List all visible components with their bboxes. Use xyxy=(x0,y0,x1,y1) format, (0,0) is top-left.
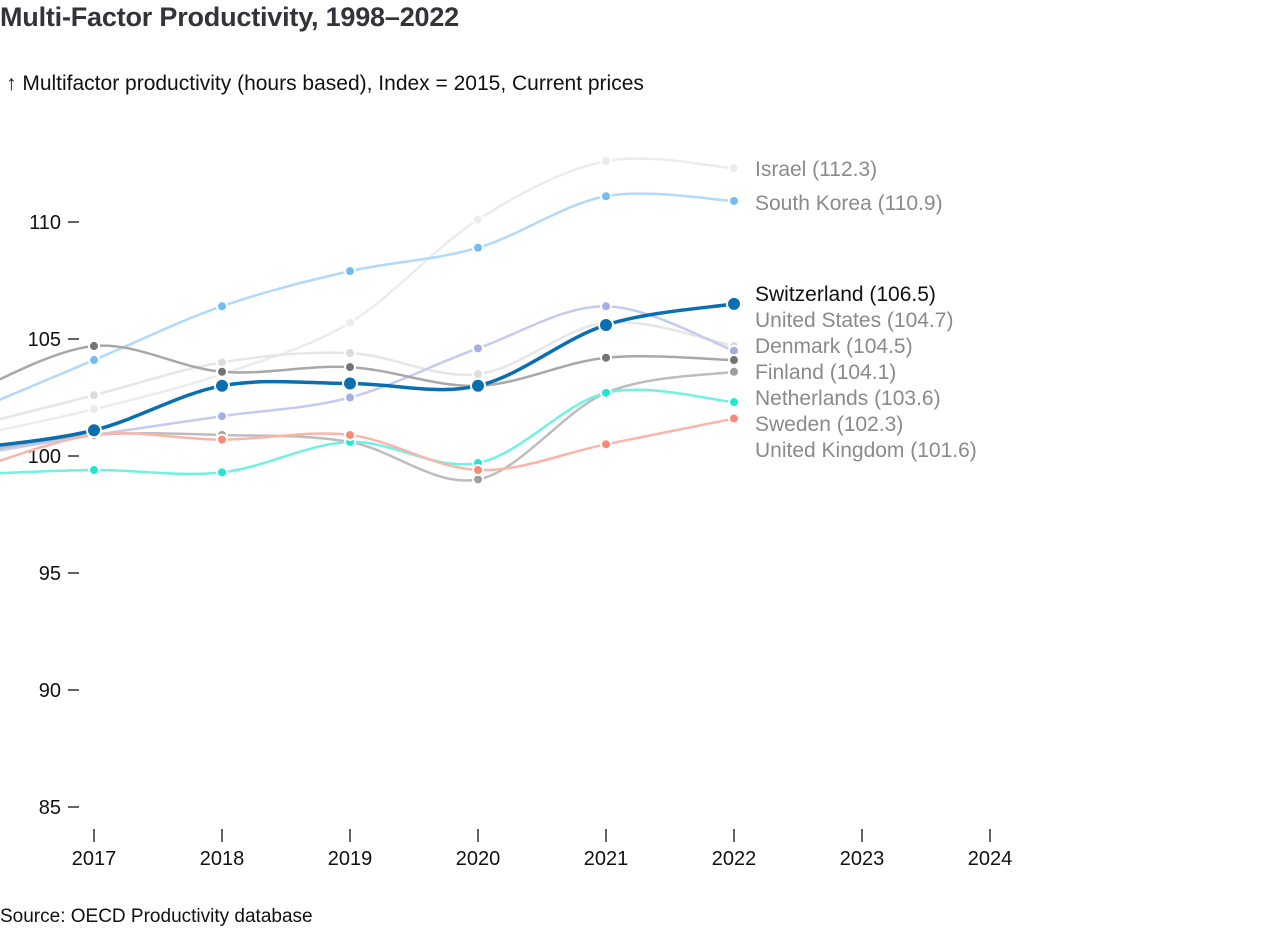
data-point-finland xyxy=(88,340,100,353)
data-point-united-states xyxy=(472,368,484,381)
y-tick-label: 90 xyxy=(39,680,61,702)
end-label: United Kingdom (101.6) xyxy=(755,439,977,462)
y-tick-label: 105 xyxy=(28,329,61,351)
x-tick-label: 2018 xyxy=(200,848,245,870)
data-point-finland xyxy=(216,365,228,378)
data-point-united-kingdom xyxy=(472,464,484,477)
y-tick-label: 110 xyxy=(29,212,61,234)
y-tick-label: 85 xyxy=(39,797,61,819)
x-tick-label: 2019 xyxy=(328,848,373,870)
end-label: Switzerland (106.5) xyxy=(755,283,936,306)
data-point-denmark xyxy=(600,300,612,313)
data-point-united-kingdom xyxy=(344,428,356,441)
data-point-south-korea xyxy=(728,194,740,207)
x-tick-label: 2017 xyxy=(72,848,117,870)
data-point-switzerland xyxy=(470,377,486,394)
data-point-israel xyxy=(728,162,740,175)
end-label: Denmark (104.5) xyxy=(755,335,913,358)
series-lines xyxy=(0,157,736,482)
x-tick-label: 2024 xyxy=(968,848,1013,870)
data-point-united-states xyxy=(88,389,100,402)
data-point-israel xyxy=(472,213,484,226)
data-point-finland xyxy=(728,354,740,367)
data-point-israel xyxy=(88,403,100,416)
data-point-denmark xyxy=(216,410,228,423)
data-point-denmark xyxy=(344,391,356,404)
data-point-south-korea xyxy=(600,190,612,203)
end-label: Netherlands (103.6) xyxy=(755,387,941,410)
end-label: United States (104.7) xyxy=(755,309,953,332)
data-point-switzerland xyxy=(726,295,742,312)
data-point-switzerland xyxy=(86,422,102,439)
x-tick-label: 2022 xyxy=(712,848,757,870)
end-labels: Israel (112.3) South Korea (110.9) Switzer… xyxy=(755,158,977,462)
end-label: South Korea (110.9) xyxy=(755,192,943,215)
source-note: Source: OECD Productivity database xyxy=(0,906,313,927)
y-tick-label: 95 xyxy=(39,563,61,585)
data-point-united-states xyxy=(344,347,356,360)
data-point-switzerland xyxy=(342,375,358,392)
data-point-south-korea xyxy=(88,354,100,367)
data-point-finland xyxy=(600,351,612,364)
data-point-finland xyxy=(344,361,356,374)
data-point-united-kingdom xyxy=(216,433,228,446)
data-point-united-kingdom xyxy=(728,412,740,425)
data-point-sweden xyxy=(728,396,740,409)
data-point-united-kingdom xyxy=(600,438,612,451)
data-point-switzerland xyxy=(598,316,614,333)
series-line-switzerland xyxy=(0,302,736,447)
data-point-israel xyxy=(344,316,356,329)
data-point-denmark xyxy=(472,342,484,355)
series-points xyxy=(86,155,742,486)
series-line-united-states xyxy=(0,320,736,421)
data-point-netherlands xyxy=(728,365,740,378)
data-point-switzerland xyxy=(214,377,230,394)
data-point-south-korea xyxy=(472,241,484,254)
end-label: Israel (112.3) xyxy=(755,158,877,181)
data-point-sweden xyxy=(216,466,228,479)
end-label: Finland (104.1) xyxy=(755,361,896,384)
x-tick-label: 2023 xyxy=(840,848,885,870)
series-line-south-korea xyxy=(0,192,736,401)
data-point-sweden xyxy=(88,464,100,477)
x-tick-label: 2020 xyxy=(456,848,501,870)
end-label: Sweden (102.3) xyxy=(755,413,903,436)
y-axis-label: ↑ Multifactor productivity (hours based)… xyxy=(6,72,644,95)
chart-title: Multi-Factor Productivity, 1998–2022 xyxy=(0,2,459,32)
data-point-sweden xyxy=(600,386,612,399)
y-axis: 85 90 95 100 105 110 xyxy=(28,212,79,819)
data-point-south-korea xyxy=(216,300,228,313)
data-point-israel xyxy=(600,155,612,168)
y-tick-label: 100 xyxy=(28,446,61,468)
series-line-israel xyxy=(0,157,736,432)
data-point-south-korea xyxy=(344,265,356,278)
x-tick-label: 2021 xyxy=(584,848,629,870)
x-axis: 2017 2018 2019 2020 2021 2022 2023 2024 xyxy=(72,829,1013,870)
